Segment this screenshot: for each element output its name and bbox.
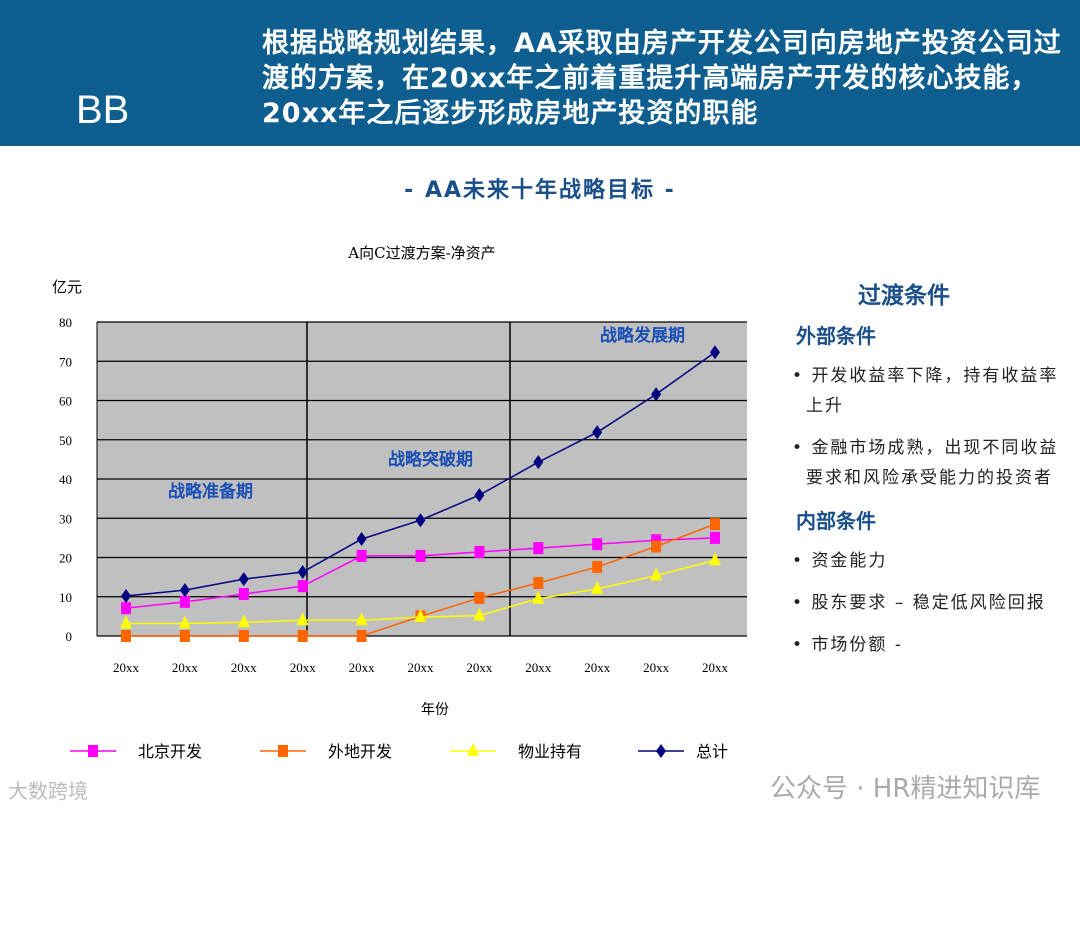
data-point bbox=[238, 572, 249, 587]
data-point bbox=[651, 534, 662, 547]
data-point bbox=[651, 387, 662, 402]
data-point bbox=[533, 455, 544, 470]
data-point bbox=[709, 552, 721, 566]
data-point bbox=[650, 567, 663, 581]
x-tick-label: 20xx bbox=[231, 660, 258, 675]
y-tick-label: 80 bbox=[59, 315, 72, 330]
x-tick-label: 20xx bbox=[349, 660, 376, 675]
y-tick-label: 50 bbox=[59, 433, 72, 448]
data-point bbox=[178, 615, 191, 629]
data-point bbox=[710, 531, 720, 544]
phase-annotation: 战略发展期 bbox=[600, 325, 685, 346]
data-point bbox=[120, 615, 132, 629]
legend-item: 总计 bbox=[636, 738, 728, 765]
line-chart: 0 10 20 30 40 50 60 70 80 20xx 20xx 20xx 20xx 20xx 20x… bbox=[52, 244, 747, 718]
y-tick-label: 30 bbox=[59, 511, 72, 526]
transition-conditions: 过渡条件 外部条件 • 开发收益率下降，持有收益率上升 • 金融市场成熟，出现不… bbox=[790, 276, 1070, 672]
data-point bbox=[356, 532, 367, 547]
data-point bbox=[592, 538, 603, 551]
legend-item: 北京开发 bbox=[68, 738, 202, 765]
header-title: 根据战略规划结果，AA采取由房产开发公司向房地产投资公司过渡的方案，在20xx年… bbox=[262, 28, 1062, 129]
data-point bbox=[179, 595, 190, 608]
data-point bbox=[532, 590, 545, 604]
legend-marker bbox=[88, 745, 98, 757]
legend-item: 外地开发 bbox=[258, 738, 392, 765]
y-tick-label: 20 bbox=[59, 551, 72, 566]
bullet: • 资金能力 bbox=[792, 551, 888, 571]
data-point bbox=[297, 565, 308, 580]
x-tick-label: 20xx bbox=[643, 660, 670, 675]
y-tick-label: 70 bbox=[59, 354, 72, 369]
legend-marker bbox=[656, 744, 666, 758]
header-banner: BB 根据战略规划结果，AA采取由房产开发公司向房地产投资公司过渡的方案，在20… bbox=[0, 0, 1080, 146]
y-axis-label: 亿元 bbox=[52, 278, 82, 296]
data-point bbox=[651, 540, 662, 553]
data-point bbox=[238, 630, 249, 642]
watermark: 大数跨境 bbox=[8, 779, 88, 803]
data-point bbox=[238, 588, 249, 601]
external-heading: 外部条件 bbox=[796, 324, 876, 348]
data-point bbox=[179, 630, 190, 642]
x-tick-label: 20xx bbox=[525, 660, 552, 675]
phase-annotation: 战略准备期 bbox=[168, 481, 253, 502]
data-point bbox=[121, 588, 131, 603]
data-point bbox=[710, 518, 720, 531]
side-title: 过渡条件 bbox=[858, 283, 950, 309]
logo-text: BB bbox=[76, 88, 130, 132]
data-point bbox=[474, 591, 485, 604]
data-point bbox=[533, 577, 544, 590]
data-point bbox=[474, 546, 485, 559]
data-point bbox=[415, 513, 426, 528]
bullet: • 市场份额 - bbox=[792, 635, 903, 655]
x-tick-label: 20xx bbox=[702, 660, 729, 675]
watermark: 公众号 · HR精进知识库 bbox=[770, 774, 1041, 804]
data-point bbox=[121, 630, 131, 642]
data-point bbox=[414, 609, 427, 623]
legend-marker bbox=[467, 743, 479, 756]
data-point bbox=[356, 549, 367, 562]
y-tick-label: 60 bbox=[59, 394, 72, 409]
data-point bbox=[356, 630, 367, 642]
slide-subtitle: - AA未来十年战略目标 - bbox=[404, 178, 676, 203]
x-axis-label: 年份 bbox=[421, 702, 449, 718]
data-point bbox=[297, 630, 308, 642]
legend-item: 物业持有 bbox=[448, 738, 582, 765]
data-point bbox=[355, 612, 368, 626]
x-tick-label: 20xx bbox=[584, 660, 611, 675]
x-tick-label: 20xx bbox=[172, 660, 199, 675]
x-tick-label: 20xx bbox=[466, 660, 493, 675]
bullet: • 开发收益率下降，持有收益率上升 bbox=[792, 366, 1059, 416]
data-point bbox=[415, 549, 426, 562]
bullet: • 金融市场成熟，出现不同收益要求和风险承受能力的投资者 bbox=[792, 438, 1059, 488]
data-point bbox=[121, 602, 131, 615]
data-point bbox=[179, 583, 190, 598]
data-point bbox=[297, 580, 308, 593]
data-point bbox=[710, 345, 720, 360]
data-point bbox=[533, 542, 544, 555]
data-point bbox=[474, 488, 485, 503]
data-point bbox=[296, 612, 309, 626]
x-tick-label: 20xx bbox=[408, 660, 435, 675]
data-point bbox=[592, 560, 603, 573]
internal-heading: 内部条件 bbox=[796, 509, 876, 533]
data-point bbox=[591, 580, 604, 594]
phase-annotation: 战略突破期 bbox=[388, 449, 473, 470]
legend-marker bbox=[278, 745, 288, 757]
data-point bbox=[237, 614, 250, 628]
x-tick-label: 20xx bbox=[290, 660, 317, 675]
y-tick-label: 0 bbox=[66, 629, 73, 644]
bullet: • 股东要求 – 稳定低风险回报 bbox=[792, 593, 1046, 613]
chart-title: A向C过渡方案-净资产 bbox=[347, 244, 495, 262]
data-point bbox=[592, 425, 603, 440]
y-tick-label: 10 bbox=[59, 590, 72, 605]
data-point bbox=[473, 607, 486, 621]
y-tick-label: 40 bbox=[59, 472, 72, 487]
x-tick-label: 20xx bbox=[113, 660, 140, 675]
